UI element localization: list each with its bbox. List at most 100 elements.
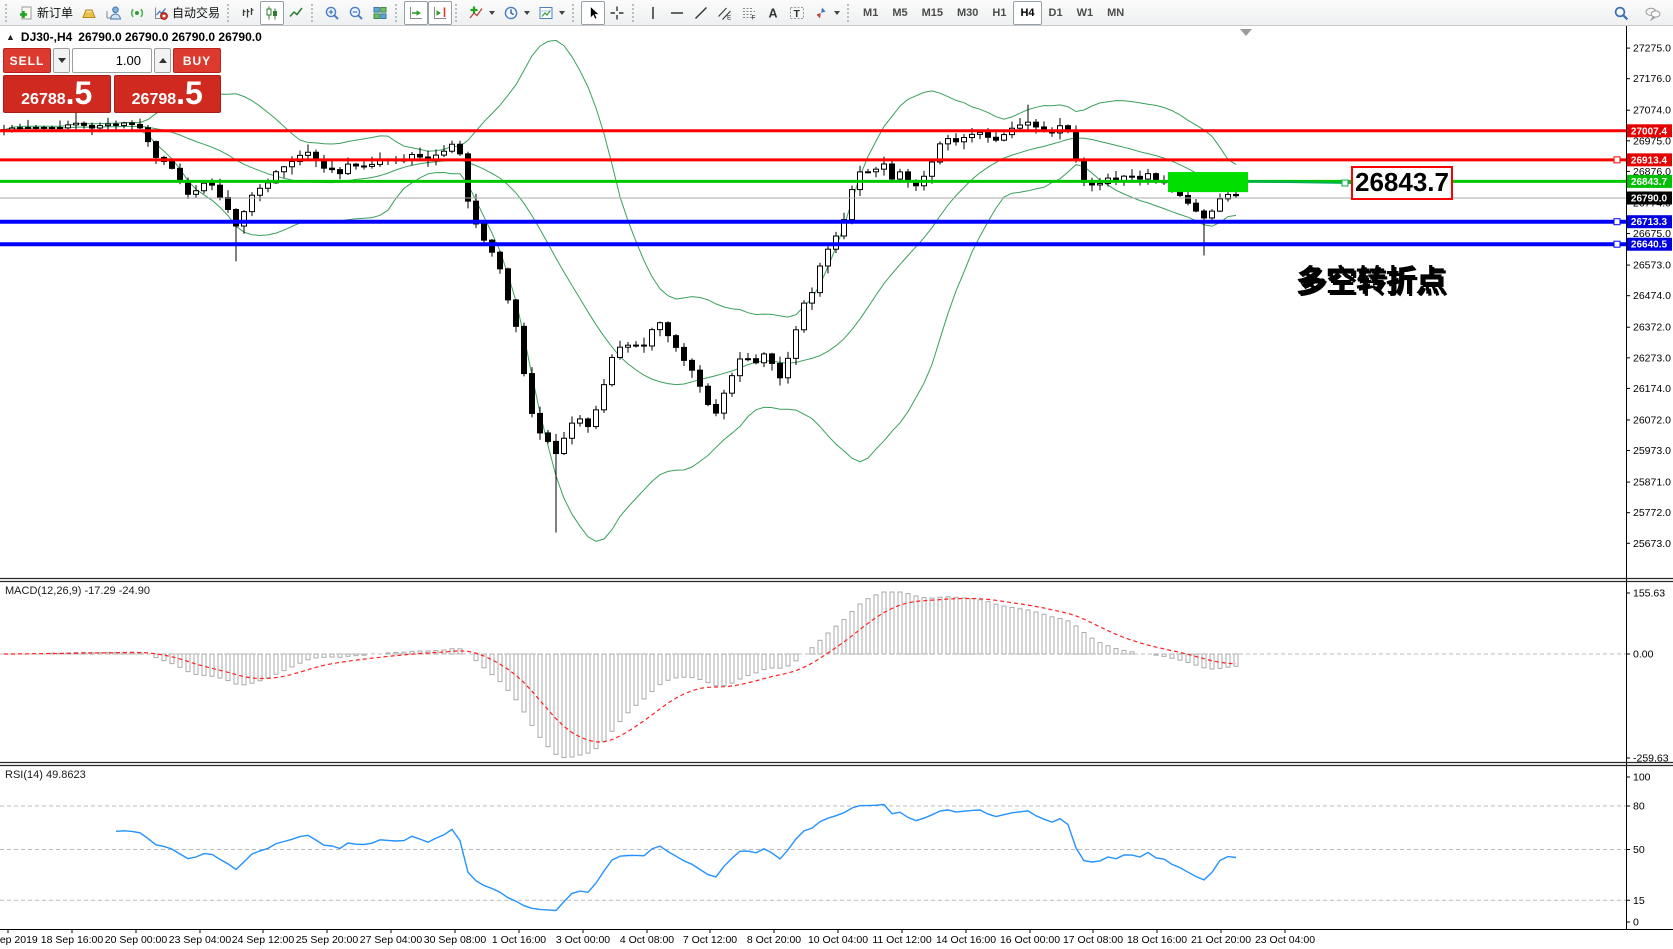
sell-button[interactable]: SELL <box>3 48 51 73</box>
price-callout-box[interactable] <box>1351 166 1453 200</box>
vertical-line-button[interactable] <box>641 1 665 25</box>
cursor-button[interactable] <box>581 0 606 25</box>
price-axis-tick: 26372.0 <box>1633 322 1671 334</box>
line-chart-button[interactable] <box>284 1 308 25</box>
rsi-axis-tick: 50 <box>1633 844 1645 856</box>
price-axis-tick: 27176.0 <box>1633 73 1671 85</box>
svg-text:27007.4: 27007.4 <box>1631 126 1668 137</box>
zoom-out-button[interactable] <box>344 1 368 25</box>
periods-button[interactable] <box>499 1 534 25</box>
templates-button[interactable] <box>534 1 569 25</box>
signals-button[interactable] <box>125 1 149 25</box>
timeframe-w1[interactable]: W1 <box>1070 1 1101 25</box>
arrows-button[interactable] <box>809 1 844 25</box>
time-axis-label: 3 Oct 00:00 <box>556 934 610 946</box>
zoom-in-button[interactable] <box>320 1 344 25</box>
vline-icon <box>645 5 661 21</box>
trendline-button[interactable] <box>689 1 713 25</box>
horizontal-line-button[interactable] <box>665 1 689 25</box>
new-order-button[interactable]: 新订单 <box>14 1 77 25</box>
chart-shift-marker[interactable] <box>1240 29 1252 36</box>
toolbar-separator <box>847 3 853 22</box>
candlestick-button[interactable] <box>260 0 285 25</box>
svg-text:26843.7: 26843.7 <box>1631 177 1668 188</box>
crosshair-icon <box>609 5 625 21</box>
buy-price[interactable]: 26798.5 <box>113 75 221 113</box>
buy-button[interactable]: BUY <box>173 48 221 73</box>
dropdown-caret-icon <box>559 10 566 15</box>
svg-text:26640.5: 26640.5 <box>1631 240 1668 251</box>
crosshair-button[interactable] <box>605 1 629 25</box>
rsi-axis-tick: 0 <box>1633 917 1639 929</box>
profiles-button[interactable] <box>101 1 125 25</box>
chinese-annotation-text[interactable]: 多空转折点 <box>1296 265 1446 298</box>
timeframe-m30[interactable]: M30 <box>950 1 985 25</box>
price-axis-tick: 25673.0 <box>1633 538 1671 550</box>
time-axis-label: 10 Oct 04:00 <box>808 934 868 946</box>
svg-text:多空转折点: 多空转折点 <box>1298 267 1448 300</box>
toolbar-separator <box>632 3 638 22</box>
timeframe-m5[interactable]: M5 <box>885 1 914 25</box>
symbols-button[interactable] <box>77 1 101 25</box>
timeframe-h4-label: H4 <box>1020 6 1035 19</box>
bar-chart-button[interactable] <box>236 1 260 25</box>
timeframe-h1[interactable]: H1 <box>985 1 1013 25</box>
time-axis-label: 11 Oct 12:00 <box>872 934 932 946</box>
connector-handle[interactable] <box>1341 179 1349 187</box>
auto-scroll-button[interactable] <box>404 0 429 25</box>
one-click-trading-panel: SELL BUY 26788.5 26798.5 <box>3 48 221 113</box>
label-icon: T <box>789 5 805 21</box>
profiles-icon <box>105 5 122 21</box>
fibonacci-button[interactable]: F <box>737 1 761 25</box>
line-handle[interactable] <box>1613 218 1621 226</box>
macd-label: MACD(12,26,9) -17.29 -24.90 <box>5 585 150 597</box>
chart-shift-button[interactable] <box>428 0 453 25</box>
chart-title: ▲ DJ30-,H4 26790.0 26790.0 26790.0 26790… <box>6 30 262 44</box>
time-axis-label: 16 Oct 00:00 <box>1000 934 1060 946</box>
line-icon <box>288 5 304 21</box>
line-handle[interactable] <box>1613 156 1621 164</box>
price-axis-tick: 26072.0 <box>1633 414 1671 426</box>
timeframe-mn[interactable]: MN <box>1100 1 1131 25</box>
tile-windows-button[interactable] <box>368 1 392 25</box>
time-axis-label: 4 Oct 08:00 <box>620 934 674 946</box>
timeframe-h4[interactable]: H4 <box>1013 0 1042 25</box>
highlight-rectangle[interactable] <box>1168 172 1248 193</box>
macd-histogram <box>49 591 1239 758</box>
toolbar-separator <box>311 3 317 22</box>
timeframe-d1[interactable]: D1 <box>1042 1 1070 25</box>
time-axis-label: 18 Oct 16:00 <box>1127 934 1187 946</box>
candlesticks <box>1 104 1239 533</box>
channel-icon: E <box>717 5 733 21</box>
dropdown-caret-icon <box>489 10 496 15</box>
text-button[interactable]: A <box>761 1 785 25</box>
timeframe-d1-label: D1 <box>1048 6 1063 19</box>
search-button[interactable] <box>1609 1 1633 25</box>
chat-icon <box>1645 5 1661 21</box>
volume-increase-button[interactable] <box>154 48 171 73</box>
svg-text:E: E <box>727 14 732 21</box>
volume-input[interactable] <box>72 48 152 73</box>
symbols-icon <box>81 5 97 21</box>
price-tag <box>1627 124 1672 138</box>
timeframe-m1[interactable]: M1 <box>856 1 885 25</box>
time-axis-label: 24 Sep 12:00 <box>232 934 295 946</box>
chat-button[interactable] <box>1641 1 1665 25</box>
search-icon <box>1613 5 1629 21</box>
timeframe-m1-label: M1 <box>863 6 879 19</box>
auto-trading-button[interactable]: 自动交易 <box>149 1 224 25</box>
label-button[interactable]: T <box>785 1 809 25</box>
indicators-button[interactable] <box>464 1 499 25</box>
chart-collapse-icon[interactable]: ▲ <box>6 32 15 42</box>
timeframe-m15[interactable]: M15 <box>915 1 950 25</box>
channel-button[interactable]: E <box>713 1 737 25</box>
price-callout-text: 26843.7 <box>1355 167 1449 197</box>
time-axis-label: 30 Sep 08:00 <box>424 934 487 946</box>
toolbar-separator <box>455 3 461 22</box>
line-handle[interactable] <box>1613 240 1621 248</box>
price-axis-tick: 27074.0 <box>1633 105 1671 117</box>
volume-decrease-button[interactable] <box>53 48 70 73</box>
indicators-icon <box>468 5 484 21</box>
sell-price[interactable]: 26788.5 <box>3 75 111 113</box>
